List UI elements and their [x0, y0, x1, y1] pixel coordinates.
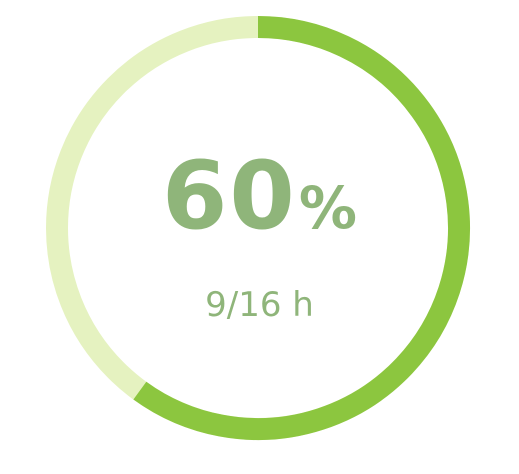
progress-percent: 60%	[0, 150, 519, 244]
progress-percent-value: 60	[162, 142, 297, 251]
progress-percent-symbol: %	[298, 174, 357, 242]
progress-hours: 9/16 h	[205, 285, 314, 325]
progress-ring-arc	[133, 16, 471, 440]
